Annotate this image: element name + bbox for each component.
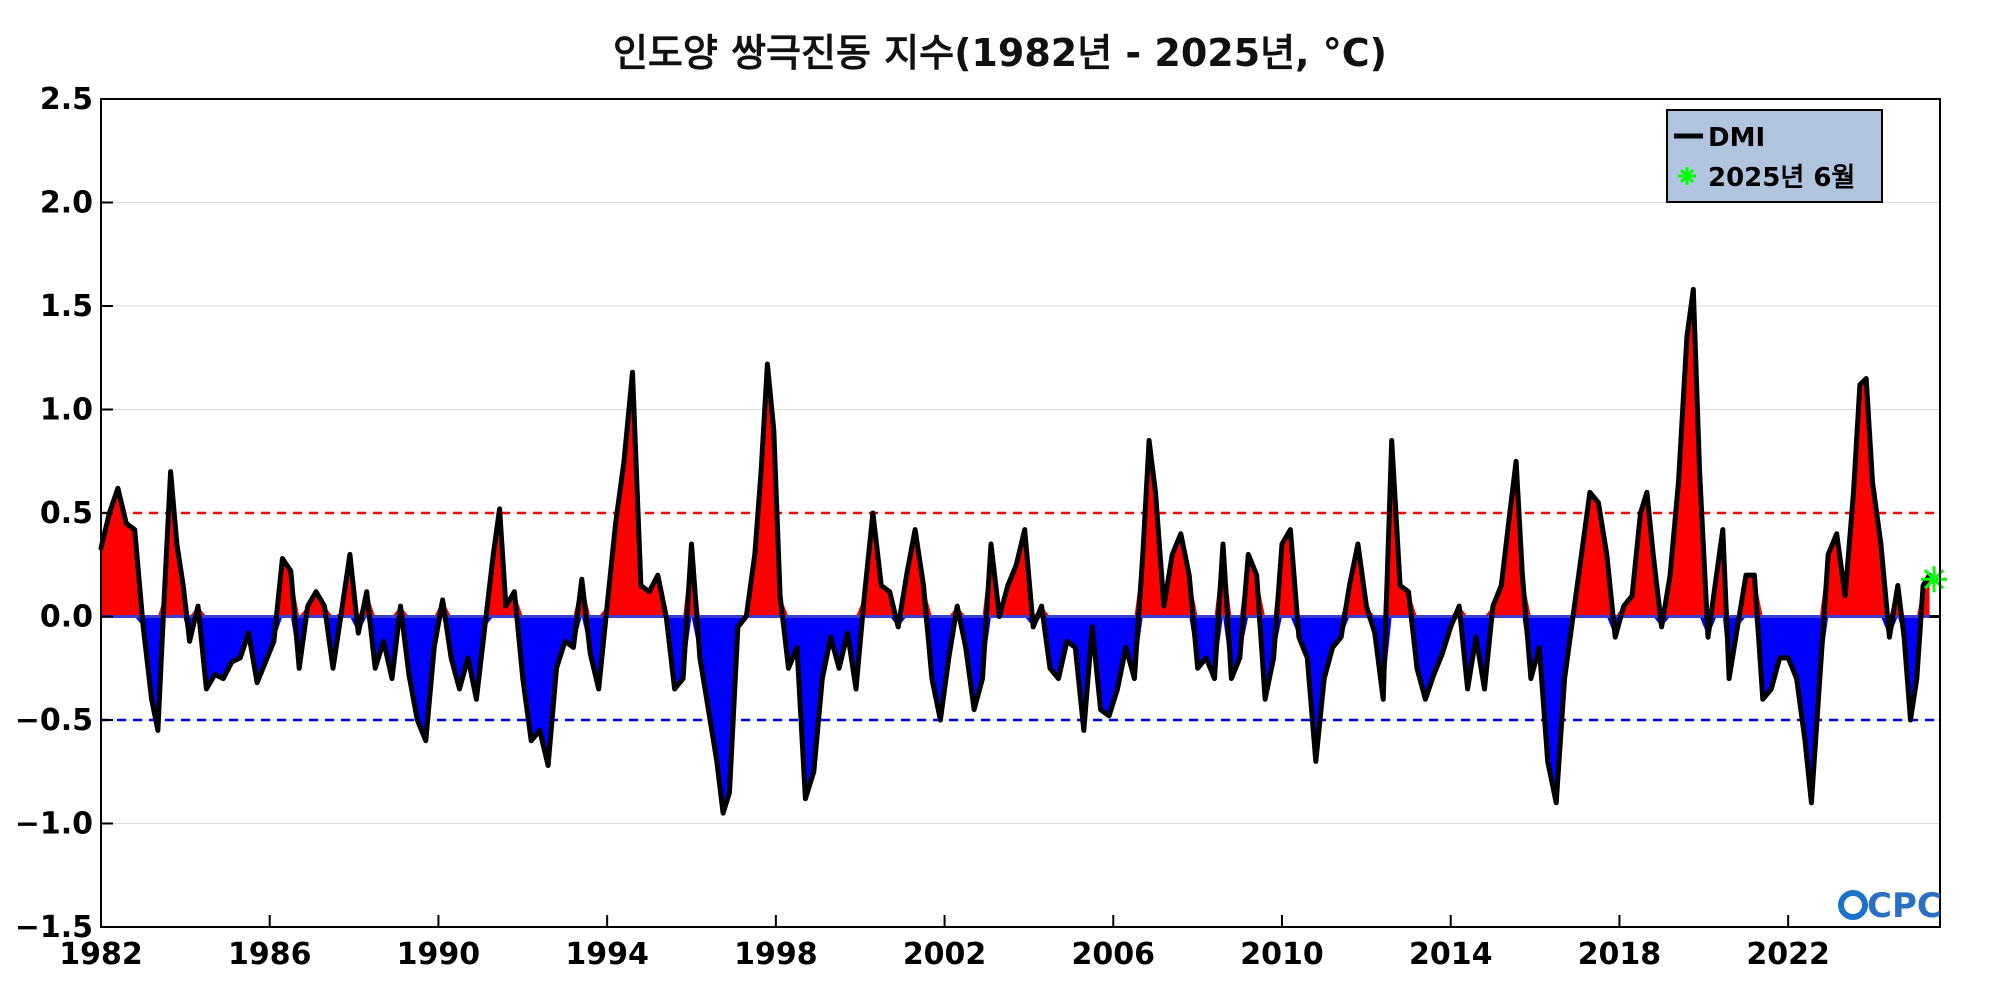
highlight-marker <box>1921 566 1948 593</box>
y-tick-label: 2.0 <box>40 186 93 221</box>
legend-label-highlight: 2025년 6월 <box>1708 163 1855 193</box>
x-tick-label: 2010 <box>1240 937 1324 972</box>
x-tick-label: 1994 <box>565 937 649 972</box>
y-tick-label: 1.5 <box>40 289 93 324</box>
logo-text: CPC <box>1867 886 1942 926</box>
y-tick-label: 0.0 <box>40 600 93 635</box>
legend-asterisk-icon <box>1678 167 1696 185</box>
y-tick-label: −1.0 <box>15 807 93 842</box>
x-tick-label: 1982 <box>59 937 143 972</box>
y-tick-label: 1.0 <box>40 393 93 428</box>
x-tick-label: 1986 <box>228 937 312 972</box>
y-tick-label: −1.5 <box>15 910 93 945</box>
x-tick-label: 2002 <box>903 937 987 972</box>
x-tick-label: 2014 <box>1409 937 1493 972</box>
highlight-marker-group <box>1921 566 1948 593</box>
x-tick-label: 2022 <box>1746 937 1830 972</box>
x-tick-label: 2006 <box>1072 937 1156 972</box>
dmi-series-line <box>98 286 1932 816</box>
y-tick-label: 2.5 <box>40 82 93 117</box>
cpc-logo: CPC <box>1838 886 1942 926</box>
legend-label-dmi: DMI <box>1708 123 1765 153</box>
y-tick-label: 0.5 <box>40 496 93 531</box>
x-axis-ticks: 1982 1986 1990 1994 1998 2002 2006 2010 2014 2018… <box>59 915 1830 972</box>
x-tick-label: 1990 <box>397 937 481 972</box>
threshold-lines <box>101 511 1940 722</box>
legend: DMI 2025년 6월 <box>1666 109 1883 203</box>
legend-box <box>1666 109 1883 203</box>
logo-circle-icon <box>1838 890 1868 920</box>
series-lines <box>98 286 1932 816</box>
x-tick-label: 2018 <box>1578 937 1662 972</box>
x-tick-label: 1998 <box>734 937 818 972</box>
chart-title: 인도양 쌍극진동 지수(1982년 - 2025년, °C) <box>613 31 1387 75</box>
y-tick-label: −0.5 <box>15 703 93 738</box>
y-axis-ticks: 2.5 2.0 1.5 1.0 0.5 0.0 −0.5 −1.0 −1.5 <box>15 82 113 945</box>
